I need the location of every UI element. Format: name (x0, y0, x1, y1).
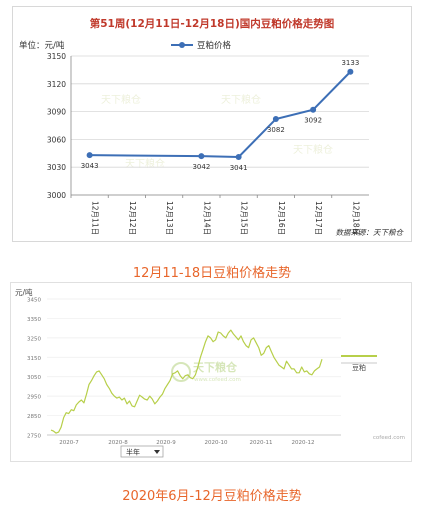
series-group (89, 71, 352, 159)
y-tick-label: 2850 (27, 414, 41, 420)
chart-title: 第51周(12月11日-12月18日)国内豆粕价格走势图 (90, 17, 335, 30)
x-tick-label: 12月12日 (128, 201, 137, 235)
x-axis-ticks: 2020-7 2020-8 2020-9 2020-10 2020-11 2020-12 (59, 440, 314, 446)
data-label: 3082 (267, 126, 285, 134)
half-year-price-chart-card: 元/吨 2750 2850 2950 3050 3150 3250 3350 3450 202… (10, 282, 412, 462)
legend-label: 豆粕 (352, 363, 366, 372)
x-tick-label: 12月14日 (202, 201, 211, 235)
watermark-text: 天下粮仓 (125, 157, 165, 170)
y-tick-label: 3000 (47, 191, 66, 200)
watermark-text: 天下粮仓 (221, 93, 261, 106)
grid (47, 298, 341, 436)
range-selector[interactable]: 半年 (120, 445, 164, 458)
data-point (198, 153, 205, 160)
watermark-text: 天下粮仓 (101, 93, 141, 106)
series-group (50, 329, 323, 434)
series-line-douposhu (89, 71, 352, 159)
y-tick-label: 3060 (47, 135, 66, 144)
data-point (310, 106, 317, 113)
data-point (86, 152, 93, 159)
legend-line (341, 355, 377, 357)
y-tick-label: 3150 (47, 52, 66, 61)
half-year-price-chart: 元/吨 2750 2850 2950 3050 3150 3250 3350 3450 202… (15, 287, 405, 458)
x-axis-ticks: 12月11日 12月12日 12月13日 12月14日 12月15日 12月16日 12月1… (70, 195, 360, 235)
x-tick-label: 12月15日 (240, 201, 249, 235)
data-label: 3133 (341, 59, 359, 67)
y-tick-label: 2750 (27, 434, 41, 440)
y-tick-label: 3450 (27, 298, 41, 304)
data-point (272, 116, 279, 123)
y-tick-label: 3030 (47, 163, 66, 172)
logo-url: www.cofeed.com (194, 377, 241, 383)
x-tick-label: 2020-11 (250, 440, 273, 446)
data-label: 3043 (81, 162, 99, 170)
range-selector-box[interactable] (120, 445, 164, 458)
data-labels: 3043 3042 3041 3082 3092 3133 (81, 59, 360, 172)
x-tick-label: 2020-9 (156, 440, 176, 446)
corner-text: cofeed.com (373, 435, 405, 441)
data-label: 3041 (230, 164, 248, 172)
data-point (235, 154, 242, 161)
y-tick-label: 3350 (27, 317, 41, 323)
data-label: 3042 (192, 163, 210, 171)
logo-icon (171, 362, 191, 382)
y-axis-ticks: 3000 3030 3060 3090 3120 3150 (47, 52, 66, 200)
y-tick-label: 3120 (47, 80, 66, 89)
range-selector-value: 半年 (126, 448, 140, 457)
x-tick-label: 2020-8 (108, 440, 128, 446)
y-axis-ticks: 2750 2850 2950 3050 3150 3250 3350 3450 (27, 298, 41, 440)
series-line-doupo (50, 329, 323, 434)
chart1-caption: 12月11-18日豆粕价格走势 (132, 266, 292, 281)
y-tick-label: 3250 (27, 336, 41, 342)
x-tick-label: 2020-7 (59, 440, 79, 446)
chart2-caption: 2020年6月-12月豆粕价格走势 (122, 489, 302, 504)
y-tick-label: 2950 (27, 395, 41, 401)
x-tick-label: 2020-10 (205, 440, 228, 446)
y-tick-label: 3090 (47, 108, 66, 117)
data-label: 3092 (304, 117, 322, 125)
data-points (86, 68, 354, 161)
unit-label: 元/吨 (15, 287, 33, 297)
chevron-down-icon[interactable] (154, 450, 160, 454)
watermark-group: 天下粮仓 天下粮仓 天下粮仓 天下粮仓 (101, 93, 333, 170)
legend-label: 豆粕价格 (197, 40, 232, 51)
x-tick-label: 12月16日 (277, 201, 286, 235)
legend-marker (179, 42, 185, 48)
unit-label: 单位：元/吨 (19, 40, 65, 51)
x-tick-label: 12月11日 (91, 201, 100, 235)
logo-watermark: 天下粮仓 www.cofeed.com (171, 360, 241, 383)
legend: 豆粕 (341, 355, 377, 372)
data-point (347, 68, 354, 75)
x-tick-label: 12月17日 (314, 201, 323, 235)
y-tick-label: 3050 (27, 375, 41, 381)
logo-text: 天下粮仓 (193, 360, 238, 374)
x-tick-label: 12月18日 (351, 201, 360, 235)
y-tick-label: 3150 (27, 356, 41, 362)
source-note: 数据来源：天下粮仓 (336, 228, 405, 237)
weekly-price-chart-card: 第51周(12月11日-12月18日)国内豆粕价格走势图 单位：元/吨 豆粕价格… (12, 6, 412, 242)
weekly-price-chart: 第51周(12月11日-12月18日)国内豆粕价格走势图 单位：元/吨 豆粕价格… (19, 17, 405, 237)
x-tick-label: 2020-12 (292, 440, 315, 446)
grid (70, 55, 369, 196)
x-tick-label: 12月13日 (165, 201, 174, 235)
watermark-text: 天下粮仓 (293, 143, 333, 156)
